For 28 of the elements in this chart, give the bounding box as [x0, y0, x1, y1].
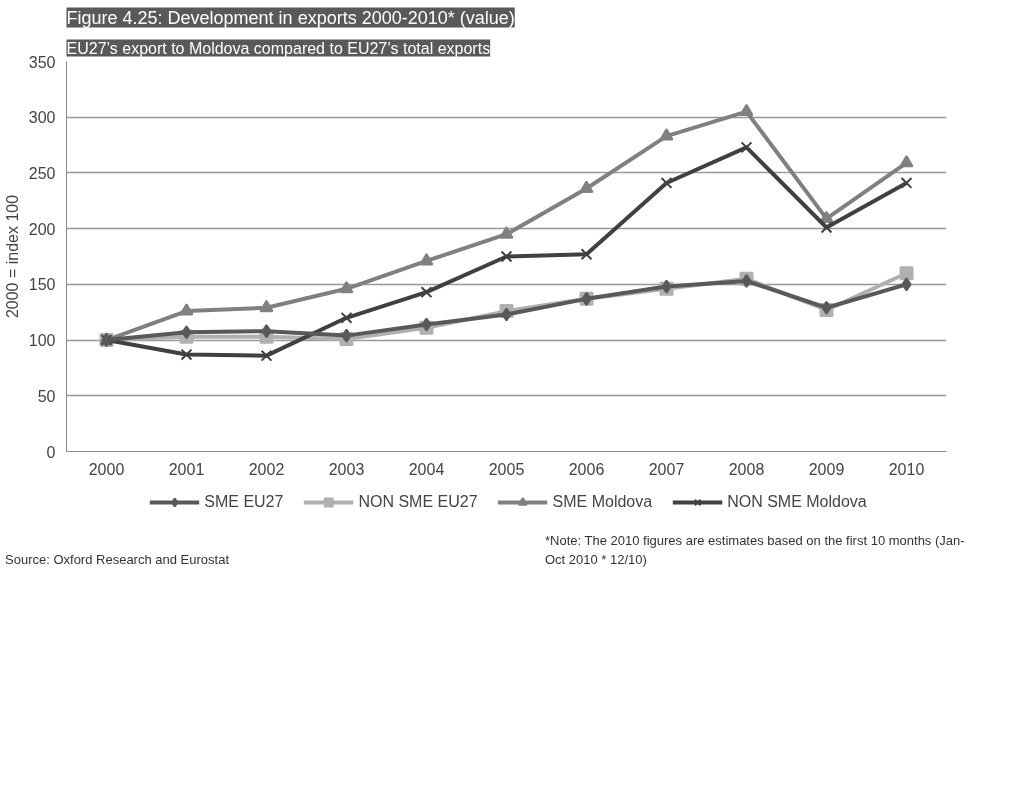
- x-tick-label: 2001: [168, 460, 205, 478]
- legend-label: NON SME EU27: [358, 493, 478, 511]
- x-tick-label: 2009: [808, 460, 845, 478]
- y-tick-label: 350: [28, 53, 56, 71]
- y-tick-label: 200: [28, 220, 56, 238]
- y-axis-title: 2000 = index 100: [3, 194, 21, 319]
- x-tick-label: 2002: [248, 460, 285, 478]
- legend-label: NON SME Moldova: [727, 493, 867, 511]
- y-tick-label: 0: [46, 443, 56, 461]
- x-tick-label: 2007: [648, 460, 685, 478]
- x-tick-label: 2004: [408, 460, 445, 478]
- y-tick-label: 100: [28, 332, 56, 350]
- text: *Note: The 2010 figures are estimates based on the first 10 months (Jan-Oct 2010 * 12/10): [545, 532, 965, 569]
- source-note: Source: Oxford Research and Eurostat: [5, 550, 230, 569]
- x-tick-label: 2003: [328, 460, 365, 478]
- x-tick-label: 2005: [488, 460, 525, 478]
- legend-label: SME EU27: [204, 493, 284, 511]
- x-tick-label: 2008: [728, 460, 765, 478]
- legend-label: SME Moldova: [552, 493, 653, 511]
- y-tick-label: 250: [28, 164, 56, 182]
- y-tick-label: 300: [28, 109, 56, 127]
- y-tick-label: 50: [37, 387, 56, 405]
- x-tick-label: 2010: [888, 460, 925, 478]
- y-tick-label: 150: [28, 276, 56, 294]
- x-tick-label: 2006: [568, 460, 605, 478]
- x-tick-label: 2000: [88, 460, 125, 478]
- chart-subtitle: EU27’s export to Moldova compared to EU27’s total exports: [66, 39, 491, 57]
- chart-title: Figure 4.25: Development in exports 2000-2010* (value): [66, 7, 515, 28]
